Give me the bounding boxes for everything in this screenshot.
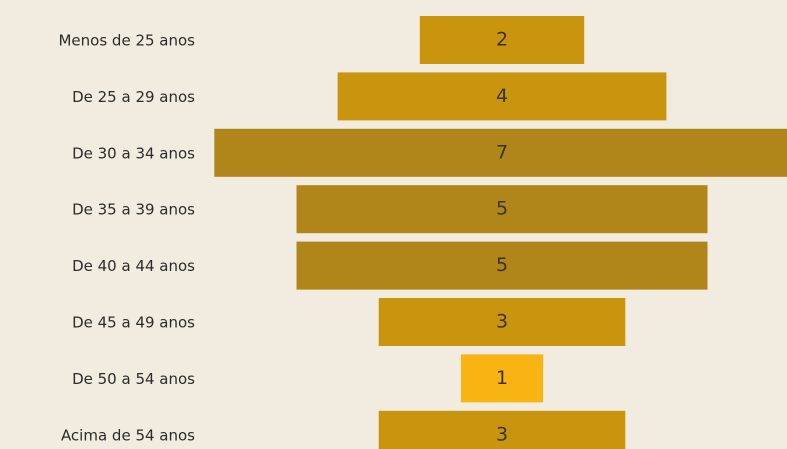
bar [214,128,787,177]
category-label: Menos de 25 anos [58,32,195,50]
category-label: Acima de 54 anos [61,426,195,444]
value-label: 3 [496,311,508,333]
category-label: De 35 a 39 anos [72,201,195,219]
value-label: 5 [496,198,508,220]
bar [378,410,626,449]
bar [296,185,708,234]
bar [460,354,544,403]
value-label: 5 [496,254,508,276]
value-label: 1 [496,367,508,389]
category-label: De 50 a 54 anos [72,370,195,388]
category-label: De 40 a 44 anos [72,257,195,275]
value-label: 7 [496,141,508,163]
value-label: 4 [496,85,508,107]
bar [337,72,667,121]
bar [378,298,626,346]
value-label: 2 [496,29,508,51]
bar [296,241,708,290]
bar [419,16,585,64]
category-label: De 45 a 49 anos [72,314,195,332]
category-label: De 25 a 29 anos [72,88,195,106]
value-label: 3 [496,423,508,445]
category-label: De 30 a 34 anos [72,144,195,162]
